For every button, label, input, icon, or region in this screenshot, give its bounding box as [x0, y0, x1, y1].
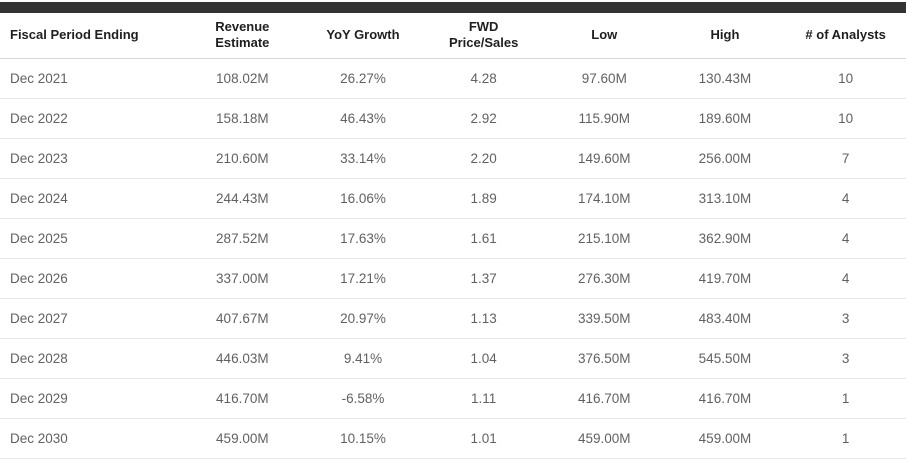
- cell-num-analysts: 7: [785, 138, 906, 179]
- cell-fiscal-period-ending: Dec 2029: [0, 378, 182, 419]
- cell-yoy-growth: 9.41%: [302, 338, 424, 379]
- cell-fiscal-period-ending: Dec 2025: [0, 218, 182, 259]
- cell-revenue-estimate: 108.02M: [182, 58, 303, 99]
- column-header-high: High: [664, 13, 786, 59]
- cell-revenue-estimate: 459.00M: [182, 418, 303, 459]
- cell-low: 459.00M: [543, 418, 665, 459]
- cell-high: 189.60M: [664, 98, 786, 139]
- table-row: Dec 2027 407.67M 20.97% 1.13 339.50M 483…: [0, 298, 906, 339]
- cell-high: 416.70M: [664, 378, 786, 419]
- column-header-revenue-estimate: Revenue Estimate: [182, 13, 303, 59]
- revenue-estimates-table: Fiscal Period Ending Revenue Estimate Yo…: [0, 13, 906, 459]
- column-header-yoy-growth: YoY Growth: [302, 13, 424, 59]
- cell-num-analysts: 10: [785, 58, 906, 99]
- cell-fwd-price-sales: 1.04: [423, 338, 544, 379]
- cell-fiscal-period-ending: Dec 2021: [0, 58, 182, 99]
- table-row: Dec 2023 210.60M 33.14% 2.20 149.60M 256…: [0, 138, 906, 179]
- table-row: Dec 2021 108.02M 26.27% 4.28 97.60M 130.…: [0, 58, 906, 99]
- table-row: Dec 2029 416.70M -6.58% 1.11 416.70M 416…: [0, 378, 906, 419]
- column-header-num-analysts: # of Analysts: [785, 13, 906, 59]
- table-row: Dec 2025 287.52M 17.63% 1.61 215.10M 362…: [0, 218, 906, 259]
- cell-revenue-estimate: 287.52M: [182, 218, 303, 259]
- cell-low: 276.30M: [543, 258, 665, 299]
- cell-fiscal-period-ending: Dec 2024: [0, 178, 182, 219]
- table-row: Dec 2030 459.00M 10.15% 1.01 459.00M 459…: [0, 418, 906, 459]
- cell-revenue-estimate: 407.67M: [182, 298, 303, 339]
- cell-high: 419.70M: [664, 258, 786, 299]
- cell-fwd-price-sales: 4.28: [423, 58, 544, 99]
- cell-yoy-growth: 33.14%: [302, 138, 424, 179]
- top-dark-bar: [0, 2, 906, 13]
- cell-fwd-price-sales: 1.13: [423, 298, 544, 339]
- cell-num-analysts: 3: [785, 338, 906, 379]
- cell-fwd-price-sales: 1.37: [423, 258, 544, 299]
- cell-high: 483.40M: [664, 298, 786, 339]
- cell-low: 339.50M: [543, 298, 665, 339]
- column-header-fwd-price-sales: FWD Price/Sales: [423, 13, 544, 59]
- cell-num-analysts: 3: [785, 298, 906, 339]
- cell-high: 256.00M: [664, 138, 786, 179]
- cell-revenue-estimate: 244.43M: [182, 178, 303, 219]
- cell-fiscal-period-ending: Dec 2027: [0, 298, 182, 339]
- table-row: Dec 2026 337.00M 17.21% 1.37 276.30M 419…: [0, 258, 906, 299]
- cell-fwd-price-sales: 2.92: [423, 98, 544, 139]
- cell-low: 97.60M: [543, 58, 665, 99]
- table-body: Dec 2021 108.02M 26.27% 4.28 97.60M 130.…: [0, 58, 906, 459]
- cell-num-analysts: 1: [785, 418, 906, 459]
- cell-yoy-growth: 10.15%: [302, 418, 424, 459]
- cell-yoy-growth: 26.27%: [302, 58, 424, 99]
- cell-yoy-growth: -6.58%: [302, 378, 424, 419]
- cell-num-analysts: 4: [785, 258, 906, 299]
- cell-low: 376.50M: [543, 338, 665, 379]
- cell-low: 115.90M: [543, 98, 665, 139]
- cell-num-analysts: 10: [785, 98, 906, 139]
- cell-fiscal-period-ending: Dec 2030: [0, 418, 182, 459]
- cell-revenue-estimate: 446.03M: [182, 338, 303, 379]
- cell-fwd-price-sales: 1.01: [423, 418, 544, 459]
- cell-fwd-price-sales: 1.61: [423, 218, 544, 259]
- cell-num-analysts: 4: [785, 218, 906, 259]
- header-row: Fiscal Period Ending Revenue Estimate Yo…: [0, 13, 906, 59]
- column-header-fiscal-period-ending: Fiscal Period Ending: [0, 13, 182, 59]
- table-row: Dec 2028 446.03M 9.41% 1.04 376.50M 545.…: [0, 338, 906, 379]
- cell-high: 545.50M: [664, 338, 786, 379]
- cell-fiscal-period-ending: Dec 2026: [0, 258, 182, 299]
- cell-yoy-growth: 46.43%: [302, 98, 424, 139]
- table-header: Fiscal Period Ending Revenue Estimate Yo…: [0, 13, 906, 59]
- cell-yoy-growth: 16.06%: [302, 178, 424, 219]
- cell-low: 215.10M: [543, 218, 665, 259]
- cell-num-analysts: 1: [785, 378, 906, 419]
- cell-yoy-growth: 20.97%: [302, 298, 424, 339]
- cell-fwd-price-sales: 1.11: [423, 378, 544, 419]
- cell-high: 130.43M: [664, 58, 786, 99]
- cell-fiscal-period-ending: Dec 2028: [0, 338, 182, 379]
- cell-revenue-estimate: 210.60M: [182, 138, 303, 179]
- cell-fwd-price-sales: 2.20: [423, 138, 544, 179]
- cell-low: 174.10M: [543, 178, 665, 219]
- cell-low: 416.70M: [543, 378, 665, 419]
- table-row: Dec 2022 158.18M 46.43% 2.92 115.90M 189…: [0, 98, 906, 139]
- cell-fwd-price-sales: 1.89: [423, 178, 544, 219]
- cell-high: 459.00M: [664, 418, 786, 459]
- cell-num-analysts: 4: [785, 178, 906, 219]
- cell-revenue-estimate: 337.00M: [182, 258, 303, 299]
- cell-fiscal-period-ending: Dec 2022: [0, 98, 182, 139]
- cell-revenue-estimate: 416.70M: [182, 378, 303, 419]
- cell-revenue-estimate: 158.18M: [182, 98, 303, 139]
- column-header-low: Low: [543, 13, 665, 59]
- cell-yoy-growth: 17.63%: [302, 218, 424, 259]
- cell-low: 149.60M: [543, 138, 665, 179]
- cell-high: 313.10M: [664, 178, 786, 219]
- table-row: Dec 2024 244.43M 16.06% 1.89 174.10M 313…: [0, 178, 906, 219]
- cell-yoy-growth: 17.21%: [302, 258, 424, 299]
- cell-high: 362.90M: [664, 218, 786, 259]
- cell-fiscal-period-ending: Dec 2023: [0, 138, 182, 179]
